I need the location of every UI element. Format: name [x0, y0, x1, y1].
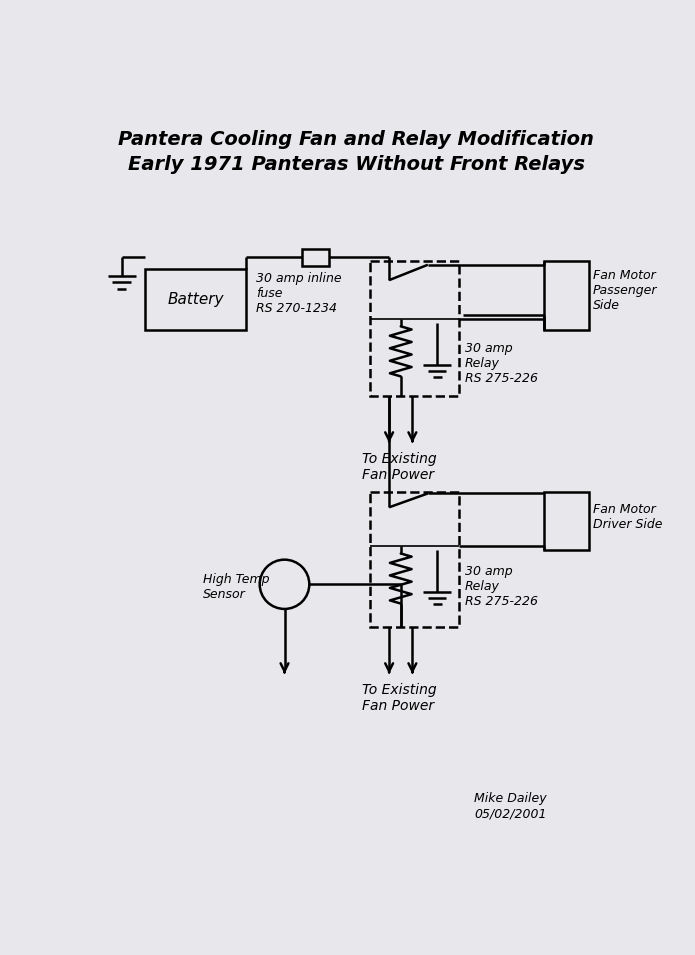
Text: 30 amp
Relay
RS 275-226: 30 amp Relay RS 275-226	[465, 565, 538, 608]
Text: 30 amp
Relay
RS 275-226: 30 amp Relay RS 275-226	[465, 342, 538, 385]
Text: To Existing
Fan Power: To Existing Fan Power	[362, 452, 436, 482]
Text: 30 amp inline
fuse
RS 270-1234: 30 amp inline fuse RS 270-1234	[256, 272, 341, 315]
Text: To Existing
Fan Power: To Existing Fan Power	[362, 683, 436, 713]
Bar	[370, 492, 459, 626]
Text: High Temp
Sensor: High Temp Sensor	[203, 573, 270, 601]
Bar	[145, 268, 246, 330]
Text: Pantera Cooling Fan and Relay Modification: Pantera Cooling Fan and Relay Modificati…	[118, 130, 594, 149]
Text: Fan Motor
Driver Side: Fan Motor Driver Side	[593, 503, 662, 531]
Bar	[544, 261, 589, 330]
Text: Mike Dailey
05/02/2001: Mike Dailey 05/02/2001	[475, 793, 547, 820]
Circle shape	[260, 560, 309, 609]
Text: Fan Motor
Passenger
Side: Fan Motor Passenger Side	[593, 268, 657, 311]
Text: Early 1971 Panteras Without Front Relays: Early 1971 Panteras Without Front Relays	[128, 155, 584, 174]
Bar	[544, 492, 589, 550]
Bar	[370, 261, 459, 395]
Text: Battery: Battery	[167, 292, 224, 307]
Bar	[302, 248, 329, 265]
